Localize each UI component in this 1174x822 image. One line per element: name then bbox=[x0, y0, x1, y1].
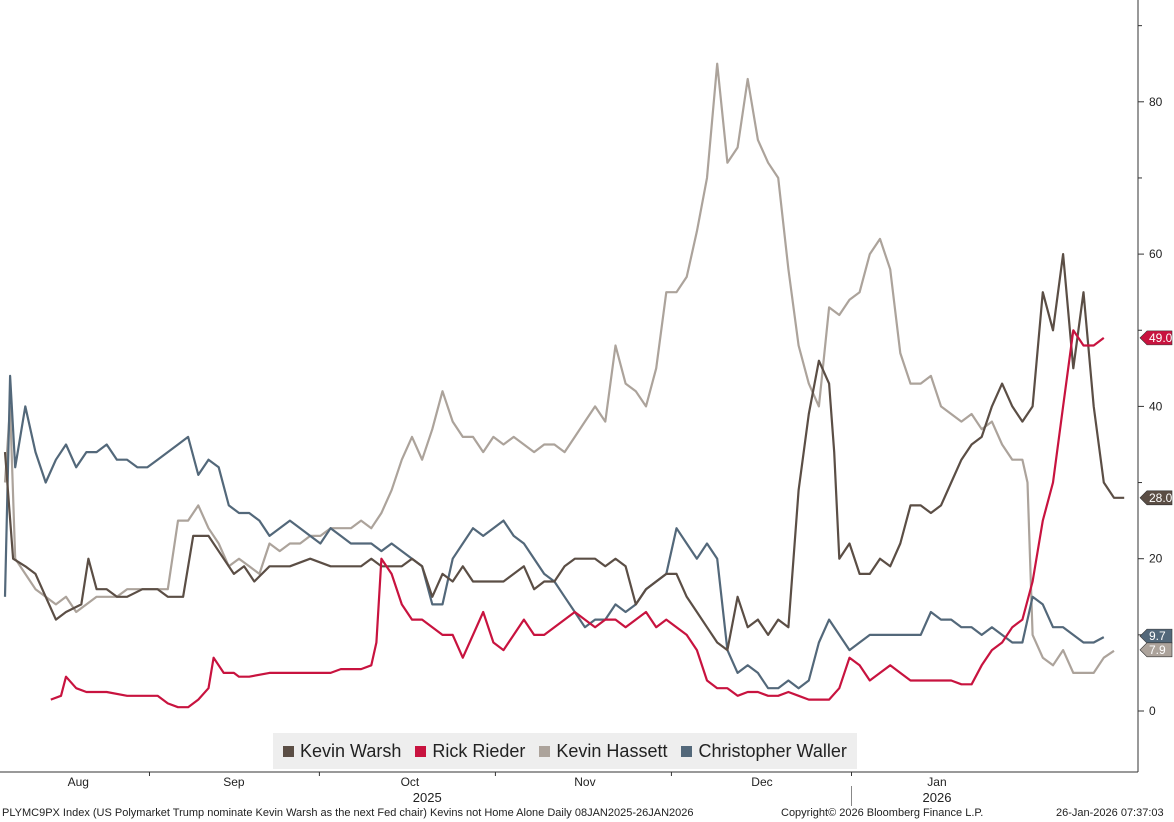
legend-item-kevin-warsh: Kevin Warsh bbox=[283, 741, 401, 762]
legend-swatch bbox=[283, 745, 294, 757]
legend-label: Christopher Waller bbox=[698, 740, 847, 761]
series-line-christopher-waller bbox=[3, 374, 1105, 690]
y-tick-label: 0 bbox=[1149, 704, 1156, 718]
footer-timestamp: 26-Jan-2026 07:37:03 bbox=[1056, 807, 1164, 819]
legend-swatch bbox=[539, 745, 551, 757]
last-value-label: 9.7 bbox=[1149, 629, 1166, 643]
y-tick-label: 60 bbox=[1149, 247, 1163, 261]
series-line-kevin-hassett bbox=[3, 62, 1115, 674]
legend-item-kevin-hassett: Kevin Hassett bbox=[539, 741, 667, 762]
x-tick-label: Dec bbox=[751, 775, 772, 789]
series-line-rick-rieder bbox=[50, 329, 1105, 709]
last-value-label: 49.0 bbox=[1149, 331, 1173, 345]
chart-legend: Kevin Warsh Rick Rieder Kevin Hassett Ch… bbox=[273, 733, 857, 769]
last-value-tag-christopher-waller: 9.7 bbox=[1139, 628, 1173, 644]
x-tick-label: Oct bbox=[401, 775, 420, 789]
legend-item-christopher-waller: Christopher Waller bbox=[681, 740, 847, 762]
legend-label: Kevin Hassett bbox=[556, 740, 668, 761]
last-value-tag-rick-rieder: 49.0 bbox=[1139, 330, 1173, 346]
last-value-tags: 9.77.9 28.0 49.0 bbox=[1139, 330, 1173, 658]
last-value-tag-kevin-hassett: 7.9 bbox=[1139, 642, 1173, 658]
x-tick-label: Jan bbox=[927, 775, 946, 789]
x-tick-label: Aug bbox=[68, 775, 89, 789]
y-tick-label: 20 bbox=[1149, 552, 1163, 566]
legend-item-rick-rieder: Rick Rieder bbox=[415, 741, 525, 762]
x-axis: Aug Sep Oct Nov Dec Jan 2025 2026 bbox=[0, 771, 1138, 806]
footer-source: PLYMC9PX Index (US Polymarket Trump nomi… bbox=[2, 807, 694, 819]
series-layer bbox=[3, 62, 1125, 709]
legend-label: Kevin Warsh bbox=[300, 740, 402, 761]
footer-copyright: Copyright© 2026 Bloomberg Finance L.P. bbox=[781, 807, 984, 819]
y-tick-label: 80 bbox=[1149, 95, 1163, 109]
legend-swatch bbox=[681, 745, 693, 757]
x-tick-label: Sep bbox=[223, 775, 245, 789]
y-axis: 0 20 40 60 80 bbox=[1137, 0, 1163, 772]
y-tick-label: 40 bbox=[1149, 399, 1163, 413]
x-tick-label: Nov bbox=[574, 775, 595, 789]
last-value-label: 28.0 bbox=[1149, 491, 1173, 505]
x-year-label: 2025 bbox=[413, 790, 442, 805]
x-year-label: 2026 bbox=[923, 790, 952, 805]
last-value-label: 7.9 bbox=[1149, 643, 1166, 657]
legend-label: Rick Rieder bbox=[432, 740, 526, 761]
series-line-kevin-warsh bbox=[3, 253, 1125, 652]
legend-swatch bbox=[415, 745, 427, 757]
last-value-tag-kevin-warsh: 28.0 bbox=[1139, 490, 1173, 506]
